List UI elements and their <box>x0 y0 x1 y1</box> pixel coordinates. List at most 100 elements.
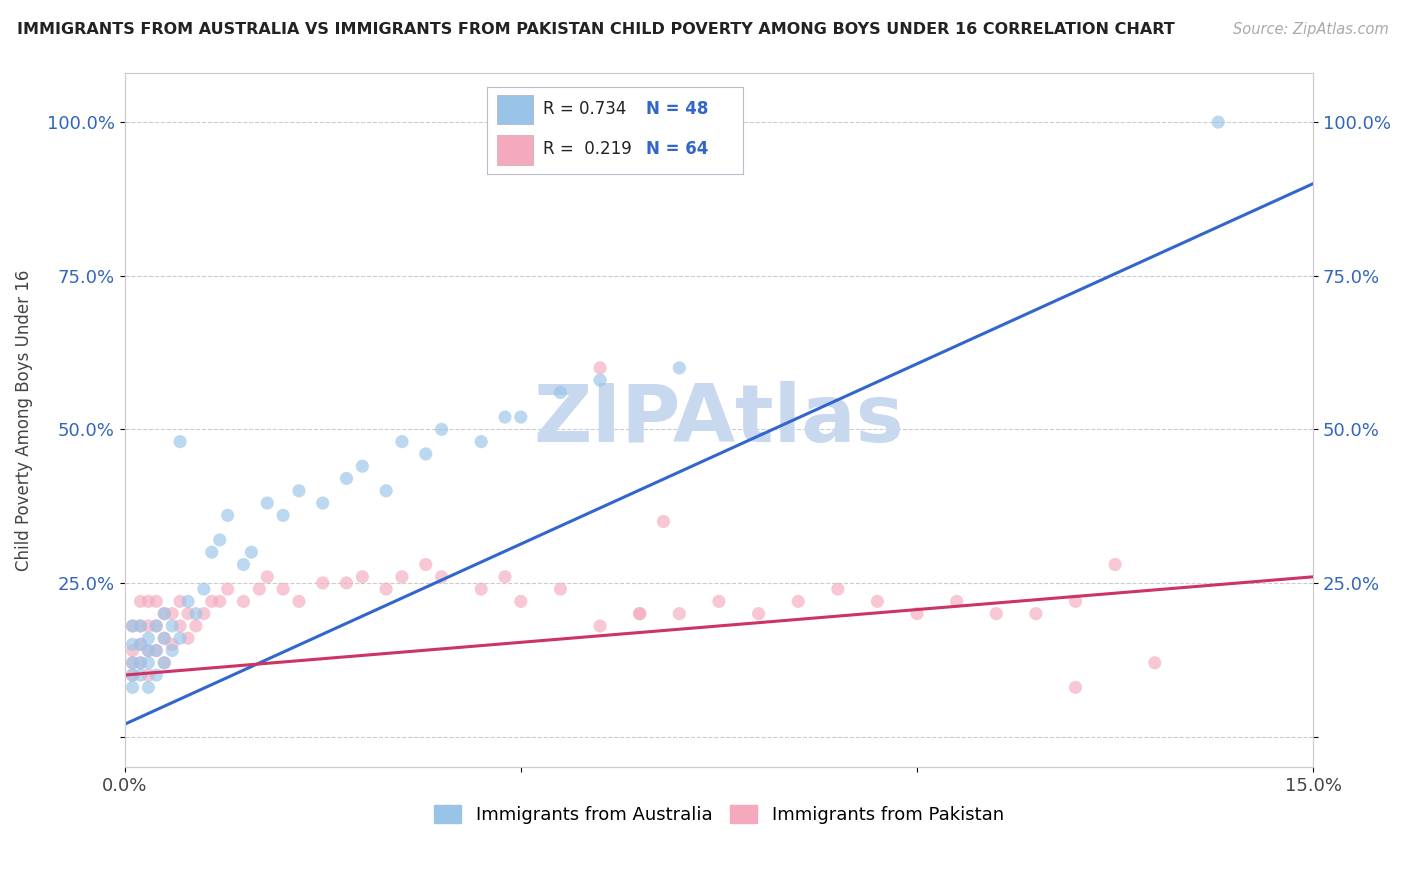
Text: ZIPAtlas: ZIPAtlas <box>533 381 904 459</box>
Point <box>1064 594 1087 608</box>
Point <box>787 594 810 608</box>
Point <box>1206 115 1229 129</box>
Point <box>668 360 690 375</box>
Point <box>430 570 453 584</box>
Point <box>748 607 770 621</box>
Point <box>129 668 152 682</box>
Point <box>1143 656 1166 670</box>
Point <box>153 656 176 670</box>
Point <box>827 582 849 596</box>
Point <box>509 594 531 608</box>
Point <box>335 471 357 485</box>
Text: IMMIGRANTS FROM AUSTRALIA VS IMMIGRANTS FROM PAKISTAN CHILD POVERTY AMONG BOYS U: IMMIGRANTS FROM AUSTRALIA VS IMMIGRANTS … <box>17 22 1174 37</box>
Point <box>494 570 516 584</box>
Point <box>153 656 176 670</box>
Point <box>866 594 889 608</box>
Point <box>550 385 572 400</box>
Point <box>153 632 176 646</box>
Point <box>121 681 143 695</box>
Point <box>232 558 254 572</box>
Point <box>138 619 160 633</box>
Point <box>121 668 143 682</box>
Point <box>121 668 143 682</box>
Point <box>550 582 572 596</box>
Point <box>247 582 270 596</box>
Point <box>288 594 311 608</box>
Point <box>470 582 492 596</box>
Point <box>129 656 152 670</box>
Point <box>375 582 398 596</box>
Text: Source: ZipAtlas.com: Source: ZipAtlas.com <box>1233 22 1389 37</box>
Point <box>177 632 200 646</box>
Point <box>153 607 176 621</box>
Point <box>121 656 143 670</box>
Point <box>177 594 200 608</box>
Point <box>986 607 1008 621</box>
Point <box>208 594 231 608</box>
Point <box>145 619 167 633</box>
Point <box>391 434 413 449</box>
Point <box>494 410 516 425</box>
Point <box>129 637 152 651</box>
Point <box>1104 558 1126 572</box>
Point <box>129 619 152 633</box>
Point <box>1025 607 1047 621</box>
Point <box>193 607 215 621</box>
Point <box>138 632 160 646</box>
Point <box>121 637 143 651</box>
Point <box>129 594 152 608</box>
Point <box>153 632 176 646</box>
Point <box>271 508 294 523</box>
Point <box>169 594 191 608</box>
Point <box>415 447 437 461</box>
Point <box>217 582 239 596</box>
Point <box>652 515 675 529</box>
Point <box>208 533 231 547</box>
Point <box>232 594 254 608</box>
Point <box>160 607 183 621</box>
Point <box>153 607 176 621</box>
Point <box>628 607 651 621</box>
Point <box>470 434 492 449</box>
Point <box>201 594 224 608</box>
Point <box>312 496 335 510</box>
Point <box>121 619 143 633</box>
Point <box>138 668 160 682</box>
Point <box>129 619 152 633</box>
Point <box>589 373 612 387</box>
Point <box>121 656 143 670</box>
Point <box>430 422 453 436</box>
Point <box>138 656 160 670</box>
Point <box>589 360 612 375</box>
Point <box>169 434 191 449</box>
Point <box>145 668 167 682</box>
Point <box>184 607 207 621</box>
Point <box>145 643 167 657</box>
Point <box>628 607 651 621</box>
Point <box>129 656 152 670</box>
Point <box>121 619 143 633</box>
Point <box>160 637 183 651</box>
Point <box>589 619 612 633</box>
Point <box>271 582 294 596</box>
Point <box>138 681 160 695</box>
Point <box>905 607 928 621</box>
Point <box>312 576 335 591</box>
Point <box>129 637 152 651</box>
Point <box>668 607 690 621</box>
Point <box>145 594 167 608</box>
Point <box>169 632 191 646</box>
Point <box>160 619 183 633</box>
Point <box>415 558 437 572</box>
Point <box>1064 681 1087 695</box>
Point <box>352 570 374 584</box>
Point <box>160 643 183 657</box>
Point <box>217 508 239 523</box>
Point <box>288 483 311 498</box>
Point <box>145 643 167 657</box>
Point <box>145 619 167 633</box>
Point <box>352 459 374 474</box>
Point <box>201 545 224 559</box>
Point <box>121 643 143 657</box>
Point <box>169 619 191 633</box>
